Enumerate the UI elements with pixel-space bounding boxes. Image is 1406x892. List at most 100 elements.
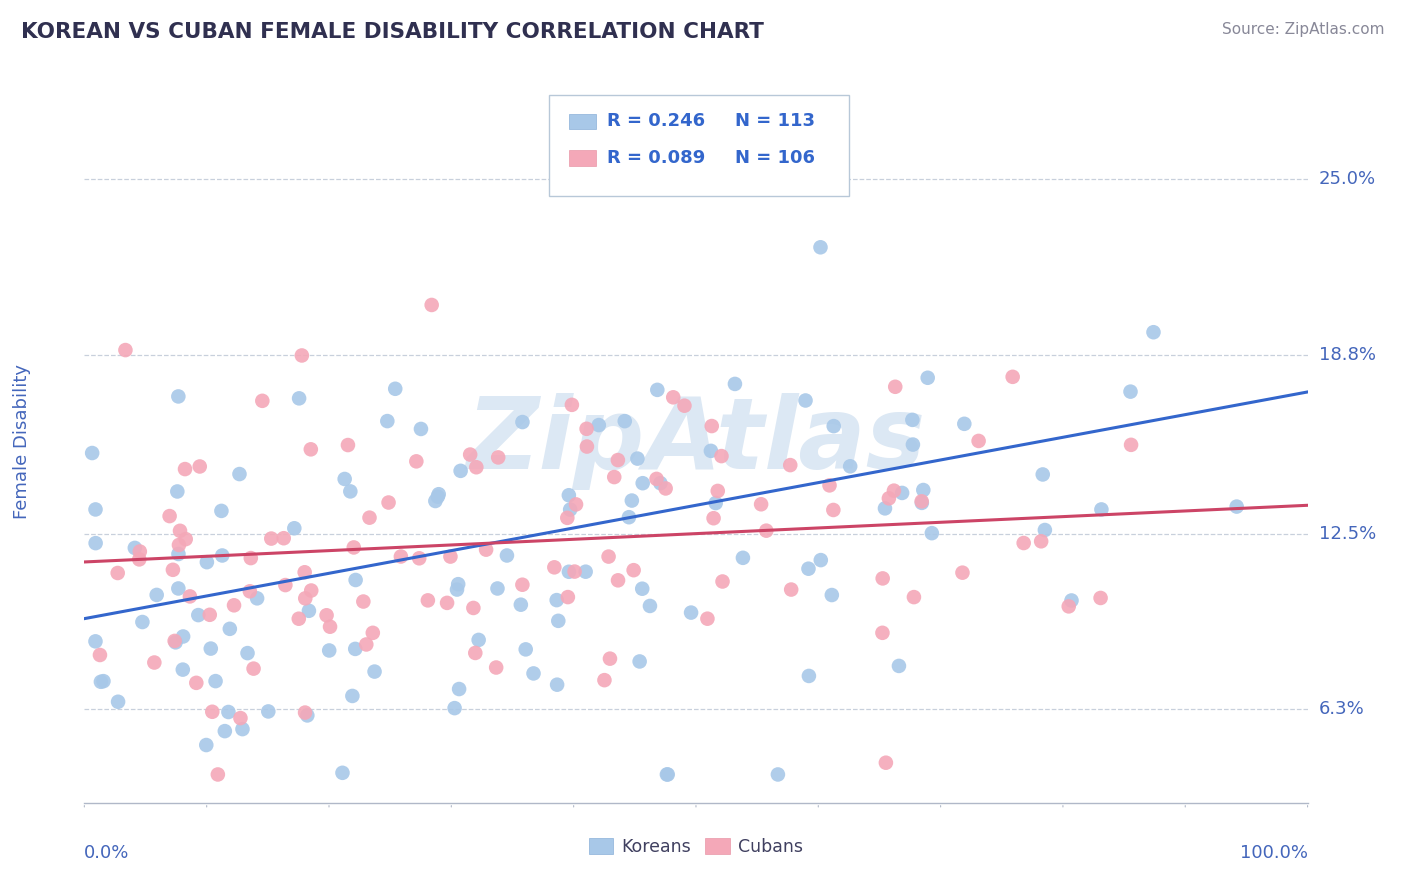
Koreans bbox=[332, 765, 354, 780]
Cubans bbox=[1012, 536, 1035, 550]
Cubans bbox=[439, 549, 461, 564]
Koreans bbox=[912, 483, 935, 497]
Cubans bbox=[645, 472, 668, 486]
Koreans bbox=[298, 604, 321, 618]
Text: R = 0.246: R = 0.246 bbox=[606, 112, 704, 130]
Koreans bbox=[166, 484, 188, 499]
Cubans bbox=[543, 560, 565, 574]
Koreans bbox=[1032, 467, 1054, 482]
FancyBboxPatch shape bbox=[550, 95, 849, 196]
Koreans bbox=[1033, 523, 1056, 537]
Koreans bbox=[704, 496, 727, 510]
Koreans bbox=[515, 642, 537, 657]
Koreans bbox=[246, 591, 269, 606]
Koreans bbox=[724, 376, 747, 391]
Cubans bbox=[315, 608, 337, 623]
Cubans bbox=[603, 470, 626, 484]
Cubans bbox=[169, 524, 191, 538]
Cubans bbox=[458, 448, 481, 462]
Koreans bbox=[443, 701, 465, 715]
Koreans bbox=[447, 577, 470, 591]
Koreans bbox=[344, 641, 367, 656]
Cubans bbox=[336, 438, 359, 452]
Koreans bbox=[613, 414, 636, 428]
Koreans bbox=[449, 681, 471, 696]
Cubans bbox=[703, 511, 725, 525]
Koreans bbox=[344, 573, 367, 587]
Cubans bbox=[436, 596, 458, 610]
Cubans bbox=[420, 298, 443, 312]
Koreans bbox=[821, 588, 844, 602]
Cubans bbox=[356, 637, 378, 651]
Koreans bbox=[731, 550, 754, 565]
Cubans bbox=[159, 509, 181, 524]
Koreans bbox=[588, 418, 610, 433]
Cubans bbox=[696, 612, 718, 626]
Koreans bbox=[450, 464, 472, 478]
Cubans bbox=[700, 419, 723, 434]
Cubans bbox=[273, 531, 295, 545]
Cubans bbox=[174, 532, 197, 546]
Koreans bbox=[84, 502, 107, 516]
Cubans bbox=[673, 399, 696, 413]
Text: Female Disability: Female Disability bbox=[13, 364, 31, 519]
Koreans bbox=[375, 414, 398, 428]
Cubans bbox=[711, 574, 734, 589]
Cubans bbox=[911, 494, 934, 508]
Cubans bbox=[186, 676, 208, 690]
Cubans bbox=[343, 541, 366, 555]
Text: Source: ZipAtlas.com: Source: ZipAtlas.com bbox=[1222, 22, 1385, 37]
Koreans bbox=[217, 705, 239, 719]
Koreans bbox=[873, 501, 896, 516]
Koreans bbox=[953, 417, 976, 431]
Cubans bbox=[598, 549, 620, 564]
Koreans bbox=[810, 240, 832, 254]
Koreans bbox=[409, 422, 432, 436]
Koreans bbox=[911, 496, 934, 510]
Koreans bbox=[901, 437, 924, 451]
Koreans bbox=[546, 593, 568, 607]
Koreans bbox=[575, 565, 598, 579]
Cubans bbox=[575, 422, 598, 436]
Cubans bbox=[89, 648, 111, 662]
Cubans bbox=[780, 582, 803, 597]
Koreans bbox=[93, 674, 115, 689]
Koreans bbox=[631, 582, 654, 596]
Text: R = 0.089: R = 0.089 bbox=[606, 149, 704, 167]
Koreans bbox=[1142, 325, 1164, 339]
Cubans bbox=[405, 454, 427, 468]
Koreans bbox=[681, 606, 703, 620]
Koreans bbox=[167, 547, 190, 561]
Cubans bbox=[1119, 438, 1142, 452]
Koreans bbox=[124, 541, 146, 555]
Cubans bbox=[823, 503, 845, 517]
Cubans bbox=[389, 549, 412, 564]
Koreans bbox=[339, 484, 361, 499]
Legend: Koreans, Cubans: Koreans, Cubans bbox=[582, 830, 810, 863]
Koreans bbox=[165, 635, 187, 649]
Cubans bbox=[463, 601, 485, 615]
Koreans bbox=[626, 451, 648, 466]
Cubans bbox=[561, 398, 583, 412]
Cubans bbox=[188, 459, 211, 474]
Cubans bbox=[198, 607, 221, 622]
Text: N = 106: N = 106 bbox=[735, 149, 815, 167]
Cubans bbox=[179, 590, 201, 604]
Koreans bbox=[427, 487, 450, 501]
Koreans bbox=[1119, 384, 1142, 399]
Koreans bbox=[172, 630, 194, 644]
Koreans bbox=[546, 678, 568, 692]
Cubans bbox=[903, 590, 925, 604]
Koreans bbox=[887, 659, 910, 673]
Cubans bbox=[260, 532, 283, 546]
Cubans bbox=[299, 442, 322, 457]
Koreans bbox=[558, 565, 581, 579]
Koreans bbox=[512, 415, 534, 429]
Koreans bbox=[200, 641, 222, 656]
Text: 6.3%: 6.3% bbox=[1319, 700, 1364, 718]
Cubans bbox=[818, 478, 841, 492]
Cubans bbox=[565, 497, 588, 511]
Cubans bbox=[593, 673, 616, 687]
Cubans bbox=[575, 440, 598, 454]
Cubans bbox=[485, 660, 508, 674]
